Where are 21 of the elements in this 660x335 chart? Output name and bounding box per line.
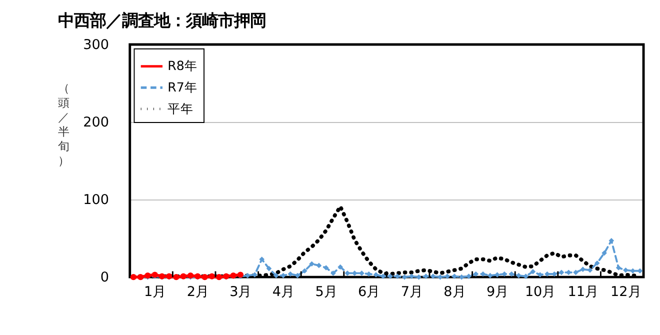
x-tick-label: 6月 <box>358 284 381 300</box>
x-tick-label: 8月 <box>444 284 466 300</box>
x-tick-label: 9月 <box>486 284 510 300</box>
x-tick-label: 10月 <box>524 284 556 300</box>
x-tick-label: 2月 <box>186 284 210 300</box>
y-tick-label: 100 <box>83 192 110 208</box>
legend-label: 平年 <box>168 100 194 116</box>
x-tick-label: 1月 <box>144 284 167 300</box>
y-axis-title: （頭／半旬） <box>58 80 70 168</box>
y-tick-label: 0 <box>100 269 110 286</box>
legend-label: R7年 <box>168 79 198 94</box>
x-tick-label: 11月 <box>568 284 599 300</box>
x-tick-label: 12月 <box>610 284 642 300</box>
legend-label: R8年 <box>168 58 198 74</box>
x-tick-label: 5月 <box>315 284 338 300</box>
chart-title: 中西部／調査地：須崎市押岡 <box>58 11 266 30</box>
y-tick-label: 300 <box>83 36 110 53</box>
x-tick-label: 7月 <box>400 284 424 300</box>
x-tick-label: 3月 <box>230 284 252 300</box>
x-tick-label: 4月 <box>272 284 296 300</box>
y-tick-label: 200 <box>83 114 110 130</box>
